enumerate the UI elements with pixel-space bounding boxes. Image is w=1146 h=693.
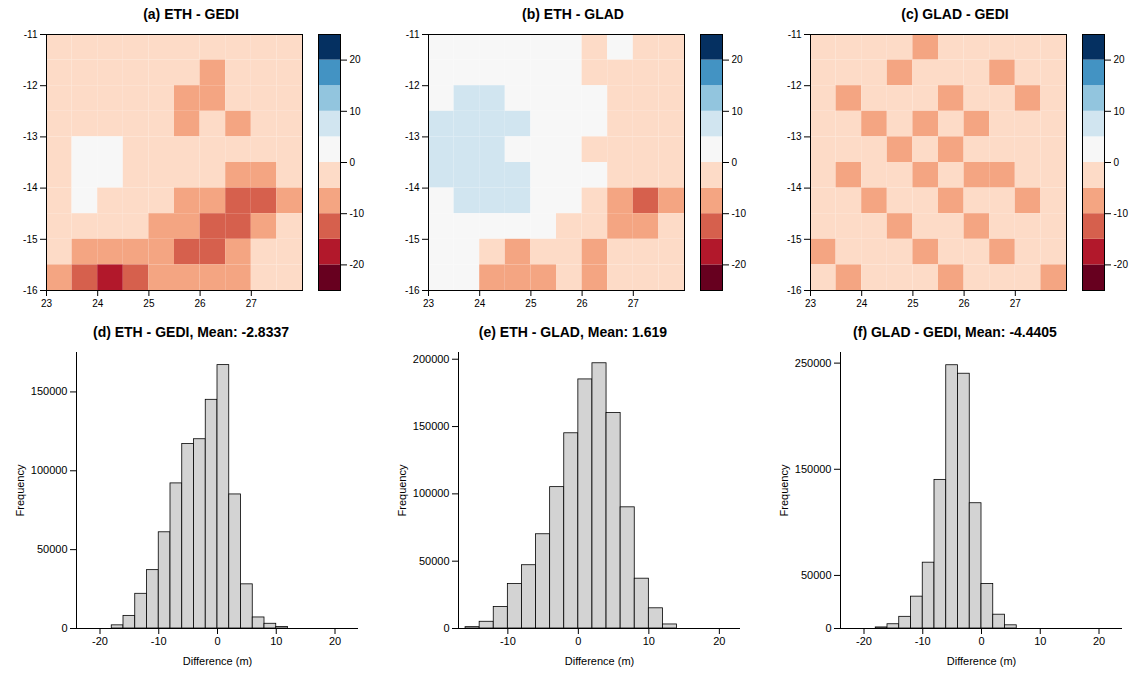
svg-text:-11: -11 [788, 29, 802, 40]
svg-text:10: 10 [643, 635, 655, 647]
svg-text:-15: -15 [23, 234, 38, 245]
svg-text:20: 20 [713, 635, 725, 647]
svg-text:250000: 250000 [795, 357, 832, 369]
svg-text:0: 0 [575, 635, 581, 647]
svg-text:-20: -20 [856, 635, 872, 647]
svg-text:-16: -16 [23, 285, 38, 296]
svg-text:24: 24 [92, 298, 104, 309]
svg-text:Difference (m): Difference (m) [947, 655, 1016, 667]
svg-text:0: 0 [1114, 157, 1120, 168]
svg-text:-14: -14 [23, 182, 38, 193]
svg-text:26: 26 [195, 298, 207, 309]
svg-text:-10: -10 [732, 208, 747, 219]
svg-text:23: 23 [423, 298, 435, 309]
svg-text:-16: -16 [405, 285, 420, 296]
svg-text:0: 0 [978, 635, 984, 647]
svg-text:150000: 150000 [413, 420, 450, 432]
svg-text:Frequency: Frequency [778, 464, 790, 516]
svg-text:10: 10 [1034, 635, 1046, 647]
html-text:(a) ETH - GEDI: (a) ETH - GEDI [143, 6, 239, 22]
svg-text:200000: 200000 [413, 353, 450, 365]
svg-text:27: 27 [628, 298, 640, 309]
svg-text:-20: -20 [1114, 259, 1129, 270]
svg-text:-15: -15 [787, 234, 802, 245]
svg-text:-20: -20 [92, 635, 108, 647]
svg-text:26: 26 [959, 298, 971, 309]
svg-text:150000: 150000 [31, 385, 68, 397]
svg-text:-10: -10 [350, 208, 365, 219]
svg-text:20: 20 [1093, 635, 1105, 647]
svg-text:-10: -10 [500, 635, 516, 647]
svg-text:23: 23 [41, 298, 53, 309]
svg-text:50000: 50000 [419, 555, 450, 567]
svg-text:24: 24 [474, 298, 486, 309]
svg-text:27: 27 [1010, 298, 1022, 309]
svg-text:Difference (m): Difference (m) [183, 655, 252, 667]
html-text:(d) ETH - GEDI, Mean: -2.8337: (d) ETH - GEDI, Mean: -2.8337 [93, 324, 289, 340]
svg-text:27: 27 [246, 298, 258, 309]
svg-text:50000: 50000 [37, 543, 68, 555]
svg-text:-12: -12 [405, 80, 420, 91]
svg-text:0: 0 [732, 157, 738, 168]
svg-text:-20: -20 [732, 259, 747, 270]
svg-text:-10: -10 [151, 635, 167, 647]
html-text:(c) GLAD - GEDI: (c) GLAD - GEDI [901, 6, 1009, 22]
svg-text:Frequency: Frequency [396, 464, 408, 516]
svg-text:0: 0 [825, 622, 831, 634]
svg-text:0: 0 [214, 635, 220, 647]
svg-text:100000: 100000 [31, 464, 68, 476]
svg-text:20: 20 [1114, 54, 1126, 65]
svg-text:-16: -16 [787, 285, 802, 296]
svg-text:-13: -13 [23, 131, 38, 142]
svg-text:20: 20 [329, 635, 341, 647]
svg-text:-12: -12 [23, 80, 38, 91]
svg-text:0: 0 [350, 157, 356, 168]
html-text:(b) ETH - GLAD: (b) ETH - GLAD [522, 6, 624, 22]
svg-text:10: 10 [732, 106, 744, 117]
svg-text:-12: -12 [787, 80, 802, 91]
svg-text:25: 25 [143, 298, 155, 309]
svg-text:26: 26 [577, 298, 589, 309]
svg-text:-13: -13 [787, 131, 802, 142]
svg-text:-14: -14 [787, 182, 802, 193]
svg-text:20: 20 [732, 54, 744, 65]
svg-text:-11: -11 [406, 29, 420, 40]
html-text:(e) ETH - GLAD, Mean: 1.619: (e) ETH - GLAD, Mean: 1.619 [478, 324, 668, 340]
svg-text:10: 10 [1114, 106, 1126, 117]
svg-text:25: 25 [525, 298, 537, 309]
svg-text:150000: 150000 [795, 463, 832, 475]
svg-text:0: 0 [443, 622, 449, 634]
svg-text:0: 0 [61, 622, 67, 634]
svg-text:-20: -20 [350, 259, 365, 270]
svg-text:23: 23 [805, 298, 817, 309]
svg-text:Frequency: Frequency [14, 464, 26, 516]
svg-text:50000: 50000 [801, 569, 832, 581]
svg-text:Difference (m): Difference (m) [565, 655, 634, 667]
svg-text:24: 24 [856, 298, 868, 309]
svg-text:-14: -14 [405, 182, 420, 193]
svg-text:10: 10 [270, 635, 282, 647]
html-text:(f) GLAD - GEDI, Mean: -4.4405: (f) GLAD - GEDI, Mean: -4.4405 [853, 324, 1057, 340]
svg-text:10: 10 [350, 106, 362, 117]
svg-text:-10: -10 [915, 635, 931, 647]
svg-text:20: 20 [350, 54, 362, 65]
svg-text:25: 25 [907, 298, 919, 309]
svg-text:-10: -10 [1114, 208, 1129, 219]
svg-text:100000: 100000 [413, 487, 450, 499]
svg-text:-15: -15 [405, 234, 420, 245]
svg-text:-11: -11 [24, 29, 38, 40]
svg-text:-13: -13 [405, 131, 420, 142]
